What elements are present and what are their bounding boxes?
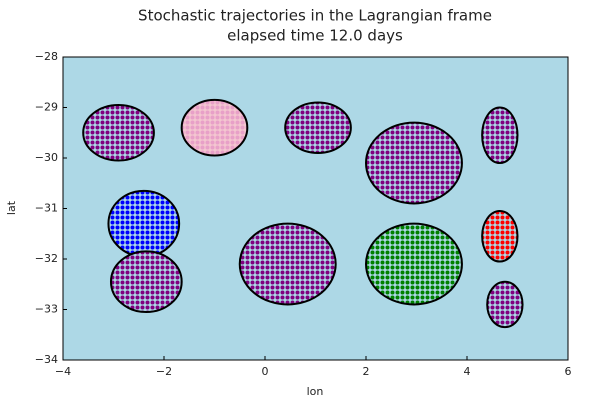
y-tick-label: −30	[35, 151, 58, 164]
trajectory-blob	[109, 250, 183, 314]
trajectory-blob	[238, 222, 337, 306]
plot-frame	[62, 56, 569, 361]
trajectory-blob	[365, 222, 463, 306]
y-tick-label: −34	[35, 353, 58, 366]
trajectory-blob	[284, 101, 352, 154]
trajectory-blob	[107, 189, 181, 258]
trajectory-blob	[481, 106, 519, 165]
chart-subtitle: elapsed time 12.0 days	[227, 27, 403, 45]
y-axis-label: lat	[5, 200, 18, 215]
x-tick-label: −2	[156, 365, 172, 378]
trajectory-blob	[365, 121, 463, 205]
trajectory-blob	[486, 280, 524, 329]
chart-title: Stochastic trajectories in the Lagrangia…	[138, 7, 492, 25]
y-tick-label: −32	[35, 252, 58, 265]
y-tick-label: −33	[35, 303, 58, 316]
y-tick-label: −28	[35, 50, 58, 63]
x-tick-label: 0	[262, 365, 269, 378]
x-tick-label: 4	[464, 365, 471, 378]
x-axis-label: lon	[307, 385, 324, 398]
trajectory-blob	[481, 210, 519, 263]
x-tick-label: 2	[363, 365, 370, 378]
trajectory-blob	[82, 103, 155, 162]
y-tick-label: −31	[35, 202, 58, 215]
y-tick-label: −29	[35, 101, 58, 114]
x-tick-label: −4	[55, 365, 71, 378]
trajectory-blob	[180, 98, 249, 157]
x-tick-label: 6	[565, 365, 572, 378]
